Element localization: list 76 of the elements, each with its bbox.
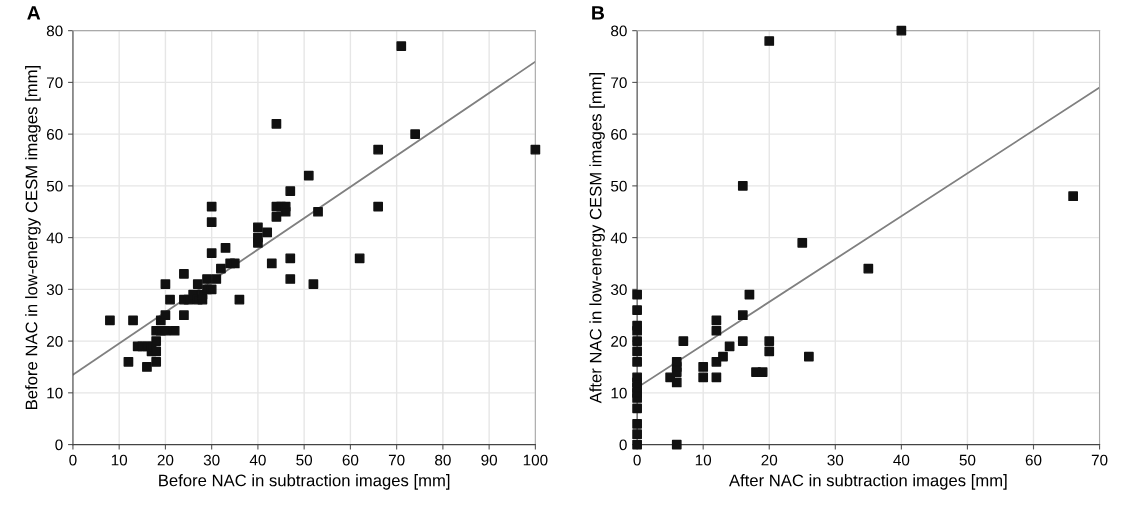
y-tick-label: 50 [46,180,63,192]
point [764,346,775,357]
chart-title: B [592,6,605,20]
point [724,341,735,352]
x-axis-title: After NAC in subtraction images [mm] [728,474,1007,490]
point [632,439,642,450]
x-tick-label: 40 [893,454,910,466]
y-axis-title: Before NAC in low-energy CESM images [mm] [25,66,41,409]
x-tick-label: 40 [249,454,266,466]
y-axis-title: After NAC in low-energy CESM images [mm] [589,73,605,404]
point [797,237,808,248]
point [632,289,642,300]
x-tick-label: 50 [296,454,313,466]
x-tick-label: 0 [69,454,77,466]
point [632,356,642,367]
chart-title: A [27,6,41,20]
x-tick-label: 70 [1091,454,1108,466]
x-tick-label: 20 [157,454,174,466]
point [757,367,768,377]
point [632,346,642,357]
y-tick-label: 60 [46,129,63,140]
y-tick-label: 40 [46,232,63,244]
x-tick-label: 30 [827,454,844,466]
point [698,362,709,372]
point [671,377,682,388]
y-tick-label: 10 [611,387,627,399]
point [632,419,642,429]
x-tick-label: 10 [695,454,712,466]
point [896,25,907,36]
point [718,351,728,362]
point [863,263,874,274]
point [632,372,642,383]
point [632,320,642,331]
y-tick-label: 0 [55,439,63,451]
x-tick-label: 60 [342,454,359,466]
x-tick-label: 100 [523,454,548,466]
point [764,36,775,46]
point [632,403,642,414]
point [671,356,682,367]
x-axis-title: Before NAC in subtraction images [mm] [159,474,450,490]
point [632,429,642,440]
point [678,336,689,346]
point [711,372,722,383]
y-tick-label: 40 [610,232,627,244]
x-tick-label: 60 [1025,454,1042,466]
x-tick-label: 0 [633,454,641,466]
x-tick-label: 30 [203,454,220,466]
y-tick-label: 10 [47,387,63,399]
y-tick-label: 30 [610,284,627,296]
point [737,181,748,191]
x-tick-label: 50 [959,454,976,466]
point [1068,191,1078,202]
point [711,325,722,336]
x-tick-label: 20 [761,454,778,466]
point [737,310,748,321]
y-tick-label: 80 [46,25,63,37]
y-tick-label: 20 [46,335,63,347]
point [632,336,642,346]
y-tick-label: 70 [611,77,627,89]
y-tick-label: 60 [611,129,627,140]
point [804,351,814,362]
point [764,336,775,346]
x-tick-label: 70 [388,454,405,466]
y-tick-label: 80 [611,25,627,37]
point [698,372,709,383]
y-tick-label: 20 [611,335,627,347]
x-tick-label: 80 [435,454,451,466]
y-tick-label: 30 [46,284,63,296]
x-tick-label: 90 [481,454,498,466]
y-tick-label: 0 [619,439,627,451]
point [671,439,682,450]
x-tick-label: 10 [111,454,128,466]
y-tick-label: 50 [611,180,627,192]
point [737,336,748,346]
y-tick-label: 70 [47,77,63,89]
point [632,305,642,315]
